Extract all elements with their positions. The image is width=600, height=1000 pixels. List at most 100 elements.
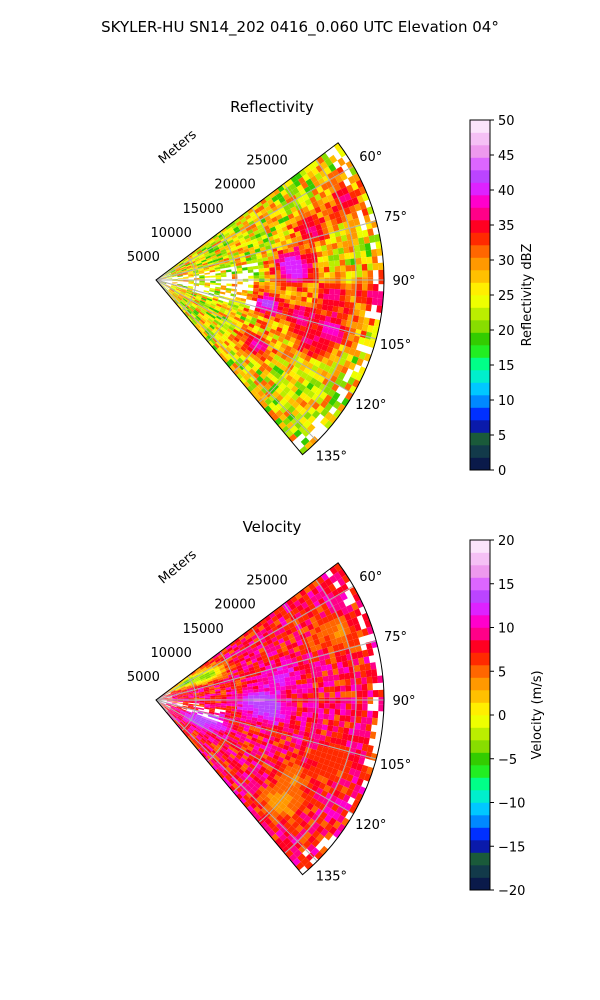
radar-cell: [301, 601, 309, 610]
radar-cell: [190, 320, 196, 326]
radar-cell: [320, 331, 327, 339]
radar-cell: [161, 281, 167, 284]
radar-cell: [272, 640, 280, 647]
radar-cell: [296, 688, 303, 694]
radar-cell: [303, 815, 312, 824]
radar-cell: [277, 217, 285, 225]
radar-cell: [188, 719, 194, 723]
radar-cell: [317, 713, 324, 720]
radar-cell: [291, 221, 299, 229]
radar-cell: [204, 692, 210, 695]
radar-cell: [201, 679, 207, 683]
radar-cell: [179, 302, 184, 307]
radar-cell: [278, 766, 286, 774]
radar-cell: [276, 203, 284, 210]
radar-cell: [321, 616, 330, 625]
azimuth-tick-label: 90°: [392, 274, 415, 289]
radar-cell: [188, 307, 194, 313]
radar-cell: [371, 717, 378, 726]
radar-cell: [185, 683, 191, 687]
radar-cell: [235, 242, 242, 247]
radar-cell: [219, 265, 226, 269]
radar-cell: [200, 298, 207, 303]
radar-cell: [161, 276, 167, 279]
radar-cell: [263, 708, 270, 713]
radar-cell: [219, 344, 226, 351]
range-ring: [207, 231, 237, 342]
radar-cell: [238, 738, 245, 744]
colorbar-tick-label: 40: [498, 184, 515, 199]
radar-cell: [218, 352, 225, 360]
radar-cell: [246, 713, 253, 718]
radar-cell: [172, 700, 178, 702]
radar-cell: [228, 649, 235, 655]
radar-cell: [215, 695, 222, 698]
radar-cell: [309, 208, 317, 216]
radar-cell: [326, 346, 334, 354]
radar-cell: [252, 661, 259, 667]
radar-cell: [273, 199, 281, 207]
radar-cell: [238, 303, 245, 308]
radar-cell: [188, 280, 194, 282]
radar-cell: [264, 691, 270, 696]
radar-cell: [221, 754, 228, 761]
radar-cell: [268, 191, 276, 199]
radar-cell: [193, 706, 199, 709]
radar-cell: [277, 336, 285, 343]
radar-cell: [318, 349, 327, 357]
radar-cell: [232, 669, 239, 674]
radar-cell: [294, 388, 303, 397]
radar-cell: [253, 664, 260, 670]
radar-cell: [284, 740, 291, 747]
radar-cell: [279, 714, 286, 719]
radar-cell: [169, 267, 175, 272]
radar-cell: [195, 247, 201, 252]
radar-cell: [250, 809, 258, 817]
radar-cell: [175, 297, 181, 303]
radar-cell: [307, 263, 313, 269]
radar-cell: [227, 736, 234, 742]
radar-cell: [328, 340, 336, 349]
radar-cell: [244, 634, 252, 641]
radar-cell: [200, 245, 206, 251]
radar-cell: [299, 352, 307, 360]
radar-cell: [209, 706, 216, 709]
radar-cell: [219, 329, 226, 335]
radar-cell: [220, 705, 227, 708]
radar-cell: [287, 405, 296, 414]
radar-cell: [299, 249, 306, 256]
radar-cell: [193, 700, 200, 703]
colorbar-segment: [470, 702, 490, 716]
radar-cell: [323, 771, 332, 780]
radar-cell: [350, 370, 359, 380]
radar-cell: [187, 300, 193, 305]
radar-cell: [307, 712, 313, 718]
radar-cell: [214, 686, 221, 690]
radar-cell: [194, 257, 200, 261]
radar-cell: [220, 727, 227, 732]
radar-cell: [181, 719, 187, 724]
radar-cell: [316, 325, 324, 332]
radar-cell: [296, 287, 303, 292]
radar-cell: [221, 770, 228, 777]
radar-cell: [316, 211, 324, 219]
radar-cell: [242, 690, 249, 694]
polar-grid: [155, 159, 384, 442]
radar-cell: [181, 267, 187, 271]
radar-cell: [234, 217, 241, 224]
radar-cell: [345, 691, 352, 698]
radar-cell: [177, 700, 184, 702]
radar-cell: [280, 702, 287, 707]
radar-cell: [263, 778, 271, 786]
radar-cell: [258, 288, 265, 293]
radar-cell: [314, 733, 321, 740]
colorbar-segment: [470, 790, 490, 803]
radar-cell: [212, 664, 219, 670]
radar-cell: [218, 731, 225, 736]
radar-cell: [253, 637, 260, 644]
radar-cell: [252, 733, 259, 739]
radar-cell: [297, 376, 306, 385]
radar-cell: [220, 307, 227, 312]
radar-cell: [202, 736, 208, 742]
radar-cell: [262, 762, 269, 769]
